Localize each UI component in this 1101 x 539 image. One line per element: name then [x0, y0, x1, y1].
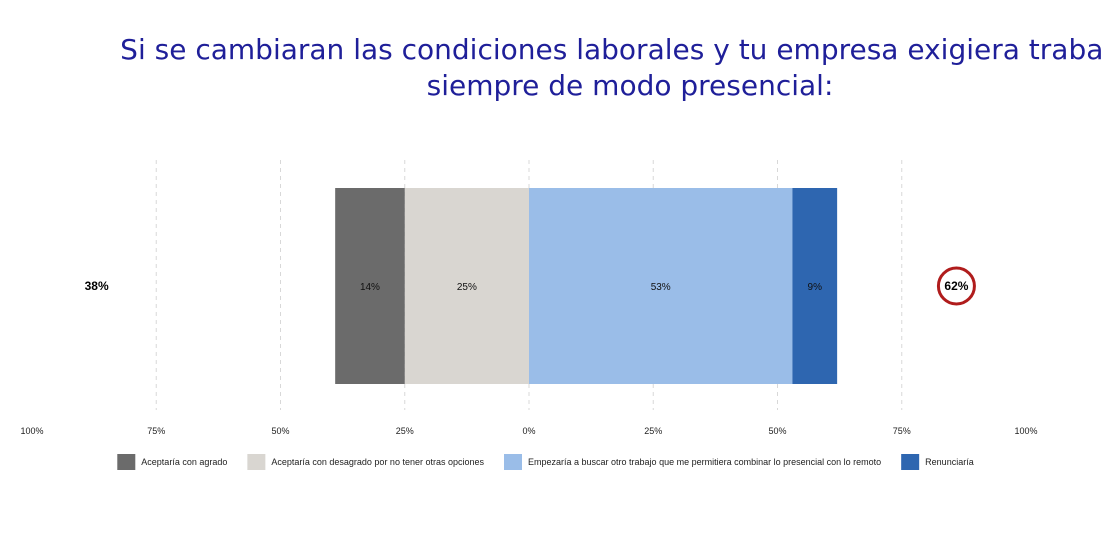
bar-value-label: 53% — [651, 282, 671, 293]
legend-swatch — [117, 454, 136, 470]
x-tick-label: 50% — [768, 426, 786, 436]
legend-label: Empezaría a buscar otro trabajo que me p… — [528, 457, 881, 467]
x-axis-ticks: 100% 75% 50% 25% 0% 25% 50% 75% 100% — [20, 426, 1037, 436]
bar-value-label: 25% — [457, 282, 477, 293]
x-tick-label: 75% — [147, 426, 165, 436]
x-tick-label: 25% — [396, 426, 414, 436]
legend-label: Aceptaría con desagrado por no tener otr… — [271, 457, 484, 467]
bar-value-label: 14% — [360, 282, 380, 293]
title-line-1: Si se cambiaran las condiciones laborale… — [120, 33, 1101, 66]
legend-swatch — [901, 454, 920, 470]
bar-segment — [335, 188, 405, 384]
bar-value-label: 9% — [808, 282, 823, 293]
x-tick-label: 75% — [893, 426, 911, 436]
x-tick-label: 25% — [644, 426, 662, 436]
title-line-2: siempre de modo presencial: — [426, 69, 834, 102]
legend-swatch — [247, 454, 266, 470]
page-title: Si se cambiaran las condiciones laborale… — [40, 32, 1101, 104]
bar-segment — [529, 188, 793, 384]
x-tick-label: 50% — [271, 426, 289, 436]
legend-label: Aceptaría con agrado — [141, 457, 227, 467]
x-tick-label: 100% — [20, 426, 43, 436]
highlight-circle — [936, 266, 976, 306]
total-labels: 38% 62% — [85, 266, 976, 306]
legend-label: Renunciaría — [925, 457, 974, 467]
bar-segment — [792, 188, 838, 384]
legend: Aceptaría con agrado Aceptaría con desagr… — [117, 454, 974, 470]
bar-segments — [335, 188, 838, 384]
segment-labels: 25% 14% 53% 9% — [360, 282, 822, 293]
negative-total-label: 38% — [85, 279, 109, 293]
legend-swatch — [504, 454, 522, 470]
bar-segment — [404, 188, 529, 384]
positive-total-label: 62% — [944, 279, 968, 293]
x-tick-label: 100% — [1014, 426, 1037, 436]
x-tick-label: 0% — [522, 426, 535, 436]
